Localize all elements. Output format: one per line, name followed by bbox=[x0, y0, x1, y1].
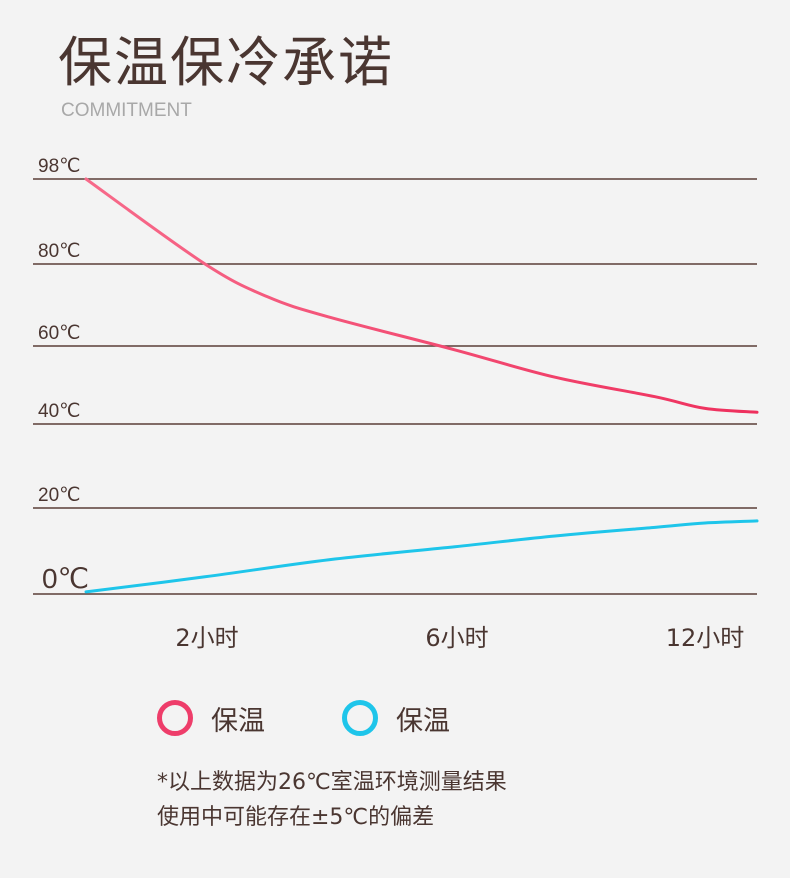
y-tick-label: 98℃ bbox=[38, 156, 80, 177]
legend-ring-icon bbox=[342, 700, 378, 736]
y-tick-label: 0℃ bbox=[42, 563, 89, 594]
legend-item-warm: 保温 bbox=[157, 694, 265, 742]
y-tick-label: 40℃ bbox=[38, 401, 80, 422]
footnote-line-2: 使用中可能存在±5℃的偏差 bbox=[157, 805, 435, 830]
footnote-line-1: *以上数据为26℃室温环境测量结果 bbox=[157, 770, 507, 795]
series-line-warm bbox=[84, 177, 759, 414]
legend-label: 保温 bbox=[211, 705, 265, 737]
x-tick-label: 2小时 bbox=[175, 624, 238, 652]
y-tick-label: 60℃ bbox=[38, 323, 80, 344]
series-line-cold bbox=[84, 519, 759, 594]
page-title: 保温保冷承诺 bbox=[58, 31, 394, 94]
y-tick-label: 20℃ bbox=[38, 485, 80, 506]
x-tick-label: 12小时 bbox=[666, 624, 745, 652]
legend-ring-icon bbox=[157, 700, 193, 736]
x-tick-label: 6小时 bbox=[425, 624, 488, 652]
temperature-chart: 98℃ 80℃ 60℃ 40℃ 20℃ 0℃ 2小时 6小时 12小时 bbox=[33, 156, 759, 652]
legend-label: 保温 bbox=[396, 705, 450, 737]
page-subtitle: COMMITMENT bbox=[61, 100, 192, 121]
legend-item-cold: 保温 bbox=[342, 694, 450, 742]
y-tick-label: 80℃ bbox=[38, 241, 80, 262]
